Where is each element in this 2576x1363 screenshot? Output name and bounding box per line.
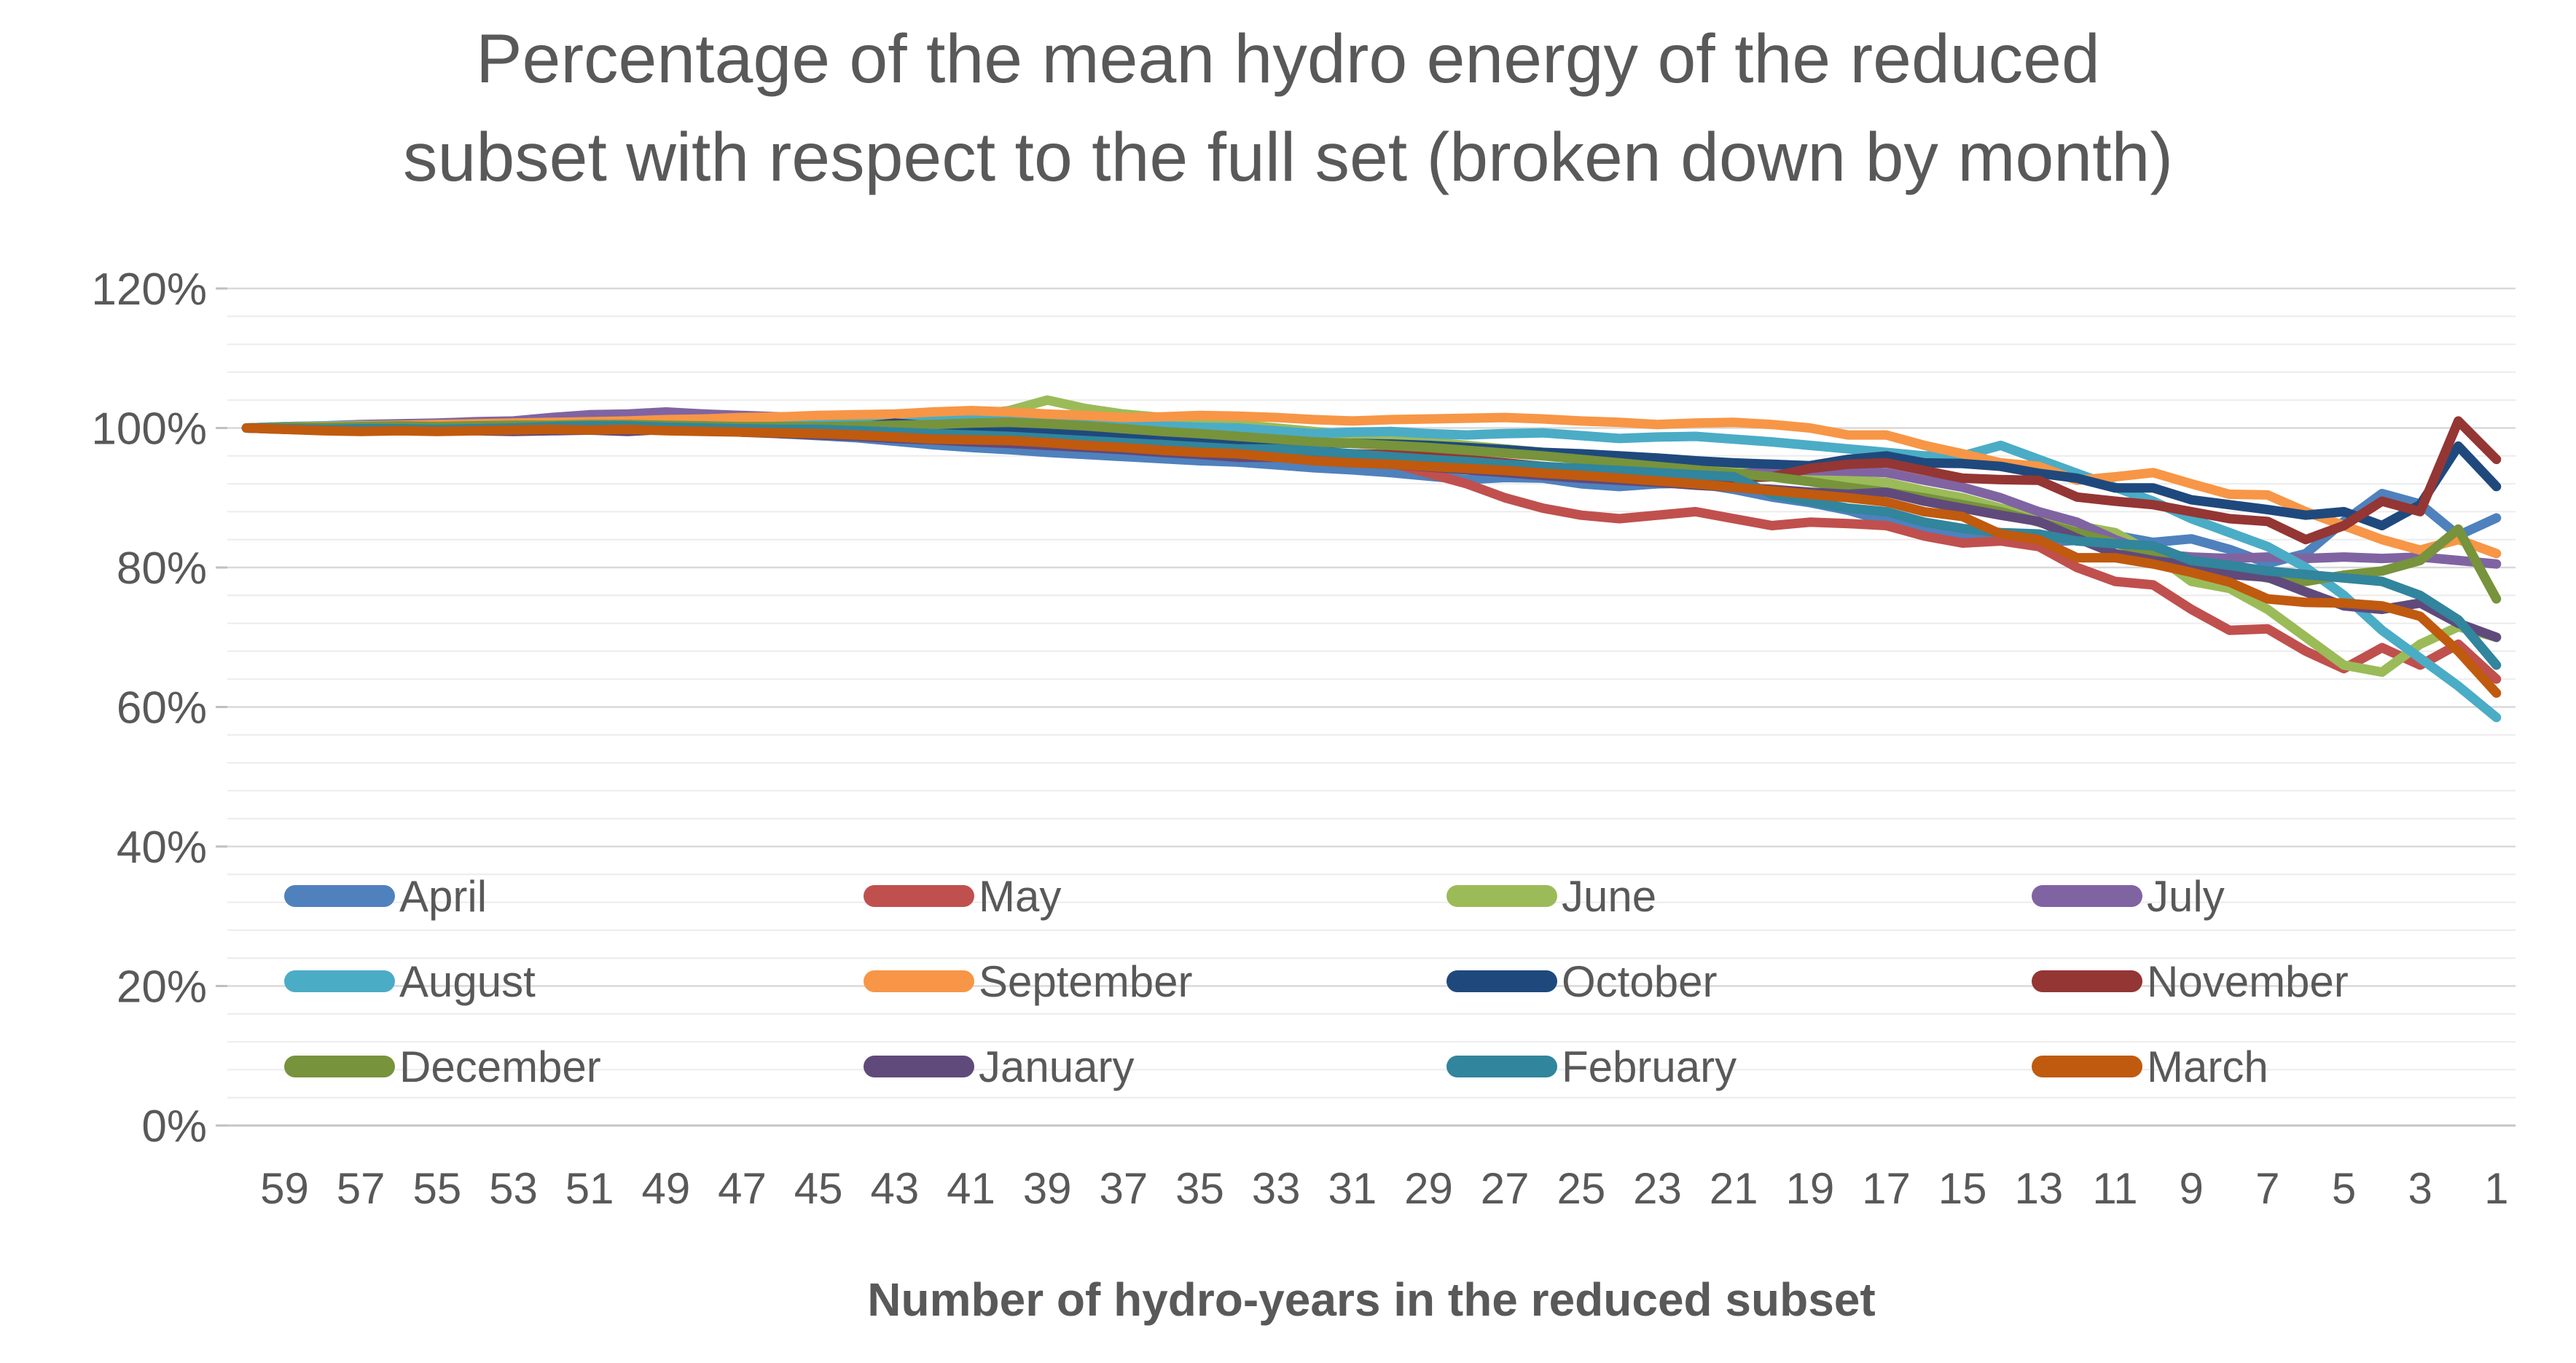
legend-item-may[interactable]: May bbox=[864, 871, 1061, 922]
x-axis-label: 27 bbox=[1481, 1164, 1530, 1213]
legend-label: September bbox=[979, 957, 1193, 1006]
legend-item-june[interactable]: June bbox=[1446, 871, 1656, 922]
legend-swatch-july bbox=[2032, 885, 2142, 907]
legend-item-august[interactable]: August bbox=[284, 956, 536, 1007]
chart-title-line-1: Percentage of the mean hydro energy of t… bbox=[476, 20, 2100, 98]
legend-swatch-september bbox=[864, 970, 974, 992]
legend-item-october[interactable]: October bbox=[1446, 956, 1717, 1007]
x-axis-label: 45 bbox=[794, 1164, 843, 1213]
legend-label: April bbox=[399, 871, 488, 921]
x-axis-label: 59 bbox=[260, 1164, 309, 1213]
legend-label: May bbox=[979, 871, 1062, 921]
x-axis-label: 5 bbox=[2332, 1164, 2356, 1213]
legend-label: January bbox=[979, 1042, 1135, 1091]
legend-item-january[interactable]: January bbox=[864, 1041, 1134, 1092]
x-axis-label: 51 bbox=[565, 1164, 614, 1213]
x-axis-label: 19 bbox=[1785, 1164, 1834, 1213]
legend-swatch-february bbox=[1446, 1056, 1557, 1077]
y-axis-label: 20% bbox=[117, 962, 207, 1013]
x-axis-label: 33 bbox=[1252, 1164, 1301, 1213]
x-axis-label: 57 bbox=[337, 1164, 385, 1213]
legend-swatch-january bbox=[864, 1056, 974, 1077]
x-axis-label: 31 bbox=[1328, 1164, 1377, 1213]
series-line-december bbox=[241, 417, 2502, 604]
legend-label: June bbox=[1562, 871, 1657, 921]
chart-title-line-2: subset with respect to the full set (bro… bbox=[403, 118, 2173, 196]
legend-swatch-march bbox=[2032, 1056, 2142, 1077]
legend-item-february[interactable]: February bbox=[1446, 1041, 1737, 1092]
legend-swatch-october bbox=[1446, 970, 1557, 992]
legend-swatch-november bbox=[2032, 970, 2142, 992]
x-axis-label: 35 bbox=[1175, 1164, 1224, 1213]
x-axis-label: 15 bbox=[1938, 1164, 1987, 1213]
legend-item-july[interactable]: July bbox=[2032, 871, 2225, 922]
legend-item-september[interactable]: September bbox=[864, 956, 1193, 1007]
y-axis-label: 0% bbox=[141, 1101, 207, 1152]
x-axis-label: 17 bbox=[1862, 1164, 1911, 1213]
legend-label: December bbox=[399, 1042, 601, 1091]
series-line-march bbox=[241, 423, 2502, 698]
x-axis-label: 55 bbox=[412, 1164, 461, 1213]
legend-item-april[interactable]: April bbox=[284, 871, 487, 922]
legend-label: July bbox=[2147, 871, 2225, 921]
legend-item-november[interactable]: November bbox=[2032, 956, 2349, 1007]
legend-swatch-may bbox=[864, 885, 974, 907]
legend-swatch-august bbox=[284, 970, 395, 992]
x-axis-label: 49 bbox=[641, 1164, 690, 1213]
x-axis-label: 39 bbox=[1023, 1164, 1072, 1213]
x-axis-label: 47 bbox=[718, 1164, 767, 1213]
legend-swatch-december bbox=[284, 1056, 395, 1077]
x-axis-label: 9 bbox=[2179, 1164, 2203, 1213]
x-axis-label: 29 bbox=[1404, 1164, 1453, 1213]
y-axis-label: 120% bbox=[91, 264, 207, 315]
y-axis-label: 40% bbox=[117, 822, 207, 873]
x-axis-label: 23 bbox=[1633, 1164, 1682, 1213]
legend-label: February bbox=[1562, 1042, 1737, 1091]
x-axis-label: 37 bbox=[1099, 1164, 1148, 1213]
x-axis-label: 3 bbox=[2408, 1164, 2432, 1213]
chart-title: Percentage of the mean hydro energy of t… bbox=[0, 10, 2576, 207]
legend-item-december[interactable]: December bbox=[284, 1041, 601, 1092]
x-axis-label: 1 bbox=[2484, 1164, 2508, 1213]
x-axis-label: 21 bbox=[1710, 1164, 1758, 1213]
legend-swatch-june bbox=[1446, 885, 1557, 907]
legend-label: October bbox=[1562, 957, 1718, 1006]
x-axis-label: 11 bbox=[2092, 1164, 2137, 1213]
x-axis-label: 41 bbox=[947, 1164, 995, 1213]
legend-label: November bbox=[2147, 957, 2349, 1006]
x-axis-label: 13 bbox=[2014, 1164, 2063, 1213]
legend-swatch-april bbox=[284, 885, 395, 907]
x-axis-label: 53 bbox=[489, 1164, 538, 1213]
x-axis-label: 7 bbox=[2255, 1164, 2279, 1213]
x-axis-label: 43 bbox=[870, 1164, 919, 1213]
legend-item-march[interactable]: March bbox=[2032, 1041, 2268, 1092]
x-axis-label: 25 bbox=[1557, 1164, 1605, 1213]
y-axis-label: 100% bbox=[91, 404, 207, 455]
y-axis-label: 60% bbox=[117, 683, 207, 734]
x-axis-title: Number of hydro-years in the reduced sub… bbox=[867, 1273, 1875, 1326]
legend-label: August bbox=[399, 957, 536, 1006]
y-axis-label: 80% bbox=[117, 543, 207, 594]
legend-label: March bbox=[2147, 1042, 2268, 1091]
